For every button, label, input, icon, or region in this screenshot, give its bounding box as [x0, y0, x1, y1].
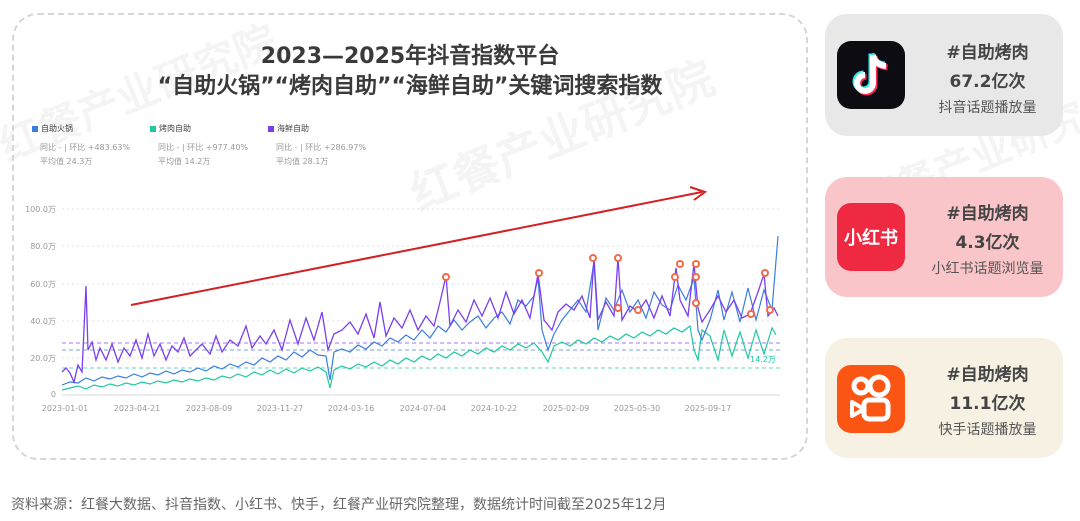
legend-swatch — [150, 125, 156, 132]
trend-arrow — [130, 191, 703, 306]
chart-title-line2: “自助火锅”“烤肉自助”“海鲜自助”关键词搜索指数 — [157, 74, 663, 99]
x-tick: 2023-08-09 — [185, 404, 233, 413]
x-tick: 2023-01-01 — [41, 404, 89, 413]
card-kuaishou: #自助烤肉 11.1亿次 快手话题播放量 — [825, 338, 1063, 458]
card-tag: #自助烤肉 — [946, 43, 1029, 63]
legend-change: 同比 - | 环比 +286.97% — [276, 143, 367, 152]
x-tick: 2024-07-04 — [399, 404, 447, 413]
card-desc: 抖音话题播放量 — [938, 100, 1037, 116]
legend-item-hotpot[interactable]: 自助火锅 同比 - | 环比 +483.63% 平均值 24.3万 — [32, 123, 130, 169]
card-desc: 小红书话题浏览量 — [931, 261, 1044, 277]
chart-title-line1: 2023—2025年抖音指数平台 — [260, 44, 560, 69]
legend-item-bbq[interactable]: 烤肉自助 同比 - | 环比 +977.40% 平均值 14.2万 — [150, 123, 248, 169]
card-tag: #自助烤肉 — [946, 204, 1029, 224]
card-value: 4.3亿次 — [955, 233, 1020, 253]
x-tick: 2025-05-30 — [613, 404, 661, 413]
x-tick: 2024-03-16 — [327, 404, 375, 413]
x-tick: 2023-11-27 — [256, 404, 304, 413]
y-tick: 40.0万 — [30, 317, 56, 326]
legend-change: 同比 - | 环比 +483.63% — [40, 143, 131, 152]
legend-item-seafood[interactable]: 海鲜自助 同比 - | 环比 +286.97% 平均值 28.1万 — [268, 123, 366, 169]
legend-avg: 平均值 28.1万 — [276, 157, 329, 166]
trend-arrow-head — [689, 186, 708, 201]
y-tick: 0 — [50, 390, 56, 399]
x-tick: 2025-02-09 — [542, 404, 590, 413]
card-value: 11.1亿次 — [949, 394, 1026, 414]
peak-markers — [442, 254, 774, 318]
legend-change: 同比 - | 环比 +977.40% — [158, 143, 249, 152]
legend-swatch — [268, 125, 274, 132]
legend-avg: 平均值 14.2万 — [158, 157, 211, 166]
x-tick: 2024-10-22 — [470, 404, 518, 413]
chart-panel — [12, 13, 808, 460]
legend-label: 海鲜自助 — [277, 124, 309, 133]
xiaohongshu-logo-icon: 小红书 — [837, 203, 905, 271]
legend-avg: 平均值 24.3万 — [40, 157, 93, 166]
line-chart — [61, 186, 780, 396]
source-footnote: 资料来源：红餐大数据、抖音指数、小红书、快手，红餐产业研究院整理，数据统计时间截… — [11, 497, 667, 513]
kuaishou-logo-icon — [837, 365, 905, 433]
card-desc: 快手话题播放量 — [938, 422, 1037, 438]
legend-swatch — [32, 125, 38, 132]
douyin-logo-icon — [837, 41, 905, 109]
card-xiaohongshu: 小红书 #自助烤肉 4.3亿次 小红书话题浏览量 — [825, 177, 1063, 297]
x-tick: 2023-04-21 — [113, 404, 161, 413]
y-tick: 20.0万 — [30, 354, 56, 363]
card-value: 67.2亿次 — [949, 72, 1026, 92]
legend-label: 自助火锅 — [41, 124, 73, 133]
card-tag: #自助烤肉 — [946, 365, 1029, 385]
y-tick: 80.0万 — [30, 242, 56, 251]
legend-label: 烤肉自助 — [159, 124, 191, 133]
x-tick: 2025-09-17 — [684, 404, 732, 413]
y-tick: 100.0万 — [25, 205, 56, 214]
card-douyin: #自助烤肉 67.2亿次 抖音话题播放量 — [825, 14, 1063, 136]
y-tick: 60.0万 — [30, 280, 56, 289]
avg-label-bbq: 14.2万 — [750, 355, 776, 364]
